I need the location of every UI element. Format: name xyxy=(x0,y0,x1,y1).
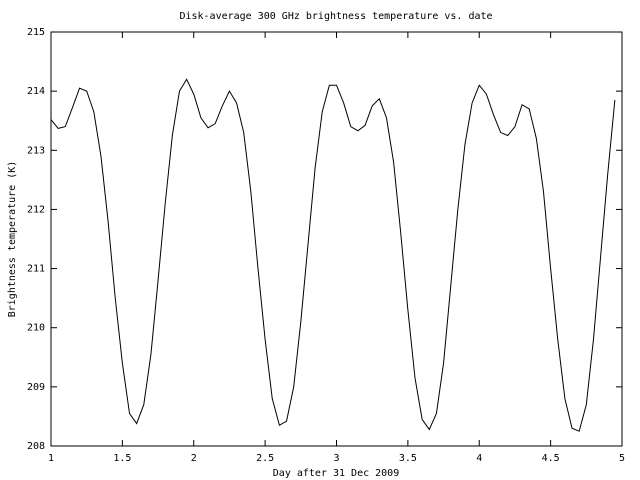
y-tick-label: 213 xyxy=(27,145,45,156)
x-tick-label: 2 xyxy=(191,453,197,464)
y-tick-label: 209 xyxy=(27,382,45,393)
x-tick-label: 3 xyxy=(333,453,339,464)
x-tick-label: 2.5 xyxy=(256,453,274,464)
x-tick-label: 4.5 xyxy=(542,453,560,464)
y-tick-label: 215 xyxy=(27,27,45,38)
y-tick-label: 211 xyxy=(27,264,45,275)
x-tick-label: 5 xyxy=(619,453,625,464)
y-tick-label: 212 xyxy=(27,204,45,215)
y-tick-label: 208 xyxy=(27,441,45,452)
y-tick-label: 210 xyxy=(27,323,45,334)
y-tick-label: 214 xyxy=(27,86,45,97)
plot-frame xyxy=(50,31,623,447)
x-tick-label: 1.5 xyxy=(113,453,131,464)
x-axis-label: Day after 31 Dec 2009 xyxy=(273,468,399,479)
data-line xyxy=(50,78,616,432)
x-tick-label: 4 xyxy=(476,453,482,464)
x-tick-label: 3.5 xyxy=(399,453,417,464)
y-axis-label: Brightness temperature (K) xyxy=(7,161,18,318)
x-tick-label: 1 xyxy=(48,453,54,464)
chart-title: Disk-average 300 GHz brightness temperat… xyxy=(179,11,492,22)
